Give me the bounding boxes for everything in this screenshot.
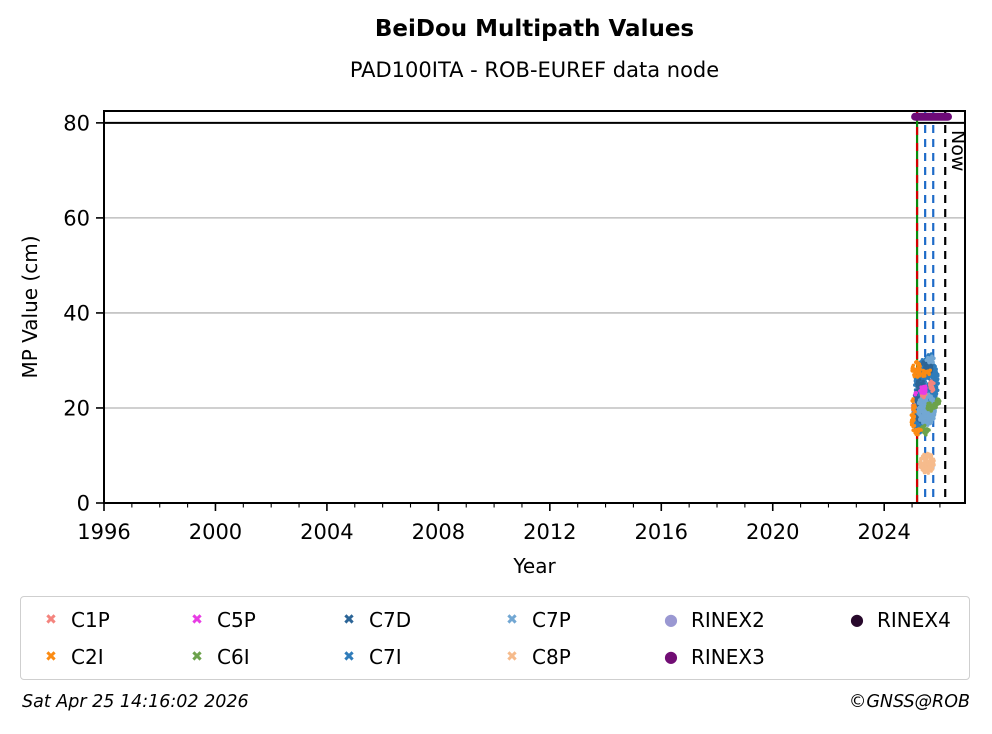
c7p-marker-icon: ✖ (506, 611, 518, 628)
y-tick-label: 60 (63, 206, 90, 230)
legend-label: C7I (369, 644, 402, 669)
legend-item-c7i: ✖ C7I (339, 638, 502, 675)
legend-item-c8p: ✖ C8P (502, 638, 661, 675)
chart-subtitle: PAD100ITA - ROB-EUREF data node (349, 58, 720, 82)
legend-label: C6I (217, 644, 250, 669)
c7d-marker-icon: ✖ (343, 611, 355, 628)
legend-label: C2I (71, 644, 104, 669)
scatter-series-c5p (913, 384, 928, 397)
now-annotation: Now (947, 130, 969, 172)
c6i-marker-icon: ✖ (191, 648, 203, 665)
legend-item-rinex2: ● RINEX2 (661, 601, 847, 638)
x-tick-label: 1996 (77, 520, 130, 544)
x-tick-label: 2016 (635, 520, 688, 544)
c7i-marker-icon: ✖ (343, 648, 355, 665)
legend-item-c6i: ✖ C6I (187, 638, 339, 675)
rinex3-marker-icon: ● (664, 647, 678, 666)
c1p-marker-icon: ✖ (45, 611, 57, 628)
rinex4-marker-icon: ● (850, 610, 864, 629)
legend-label: RINEX3 (691, 644, 765, 669)
y-tick-label: 80 (63, 111, 90, 135)
legend-item-c1p: ✖ C1P (41, 601, 187, 638)
rinex2-marker-icon: ● (664, 610, 678, 629)
scatter-series-c6i (918, 397, 942, 437)
legend-label: C5P (217, 607, 256, 632)
plot-border (103, 110, 966, 504)
y-axis-label: MP Value (cm) (18, 235, 42, 379)
x-tick-label: 2024 (857, 520, 910, 544)
x-tick-label: 2020 (746, 520, 799, 544)
x-tick-label: 2004 (300, 520, 353, 544)
x-tick-label: 2012 (523, 520, 576, 544)
legend-item-c7d: ✖ C7D (339, 601, 502, 638)
legend-label: C8P (532, 644, 571, 669)
legend-item-c2i: ✖ C2I (41, 638, 187, 675)
axis-ticks: 1996 2000 2004 2008 2012 2016 2020 2024 0 20 40 60 8… (63, 111, 941, 544)
legend-grid: ✖ C1P ✖ C2I ✖ C5P ✖ C6I ✖ C7D ✖ C7I ✖ C7P ✖ C8P ● RINEX2 ●… (21, 597, 969, 679)
legend-item-rinex4: ● RINEX4 (847, 601, 969, 638)
c5p-marker-icon: ✖ (191, 611, 203, 628)
x-tick-label: 2000 (189, 520, 242, 544)
chart-title: BeiDou Multipath Values (374, 16, 695, 42)
legend: ✖ C1P ✖ C2I ✖ C5P ✖ C6I ✖ C7D ✖ C7I ✖ C7P ✖ C8P ● RINEX2 ●… (20, 596, 970, 680)
legend-item-c7p: ✖ C7P (502, 601, 661, 638)
legend-label: C7P (532, 607, 571, 632)
legend-label: C7D (369, 607, 412, 632)
c8p-marker-icon: ✖ (506, 648, 518, 665)
scatter-series-c8p (918, 451, 936, 475)
c2i-marker-icon: ✖ (45, 648, 57, 665)
legend-label: C1P (71, 607, 110, 632)
scatter-series-c2i (909, 359, 932, 437)
legend-item-c5p: ✖ C5P (187, 601, 339, 638)
gridlines (104, 122, 965, 409)
x-tick-label: 2008 (412, 520, 465, 544)
event-lines (915, 111, 947, 503)
y-tick-label: 0 (77, 492, 90, 516)
copyright-credit: ©GNSS@ROB (848, 692, 970, 712)
chart-plot-area: 1996 2000 2004 2008 2012 2016 2020 2024 0 20 40 60 8… (63, 110, 966, 544)
y-tick-label: 20 (63, 396, 90, 420)
legend-item-rinex3: ● RINEX3 (661, 638, 847, 675)
legend-label: RINEX2 (691, 607, 765, 632)
render-timestamp: Sat Apr 25 14:16:02 2026 (22, 692, 249, 712)
x-axis-label: Year (513, 554, 556, 578)
legend-label: RINEX4 (877, 607, 951, 632)
y-tick-label: 40 (63, 301, 90, 325)
